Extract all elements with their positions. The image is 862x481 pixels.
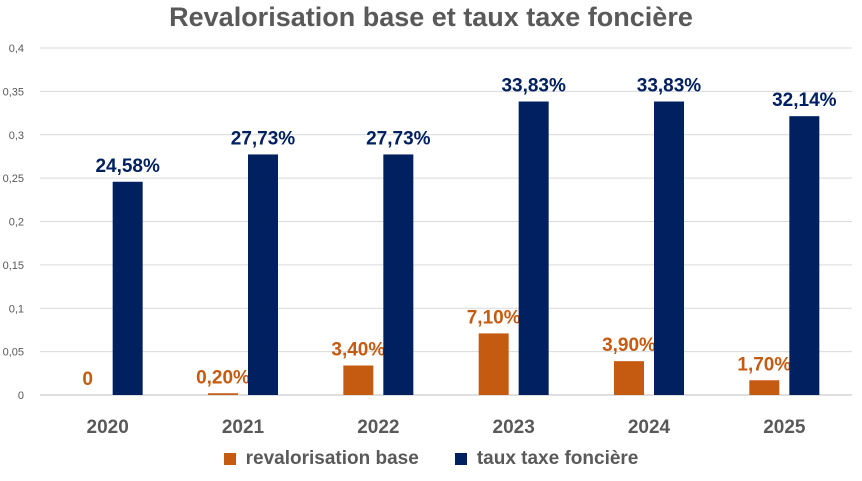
bar-taux xyxy=(383,154,414,395)
x-tick-label: 2021 xyxy=(222,417,265,438)
data-label-revalorisation: 3,90% xyxy=(602,335,656,356)
data-label-taux: 27,73% xyxy=(366,128,431,149)
x-tick-label: 2022 xyxy=(357,417,399,438)
x-tick-label: 2023 xyxy=(493,417,535,438)
y-tick-label: 0,4 xyxy=(9,43,24,55)
x-tick-label: 2020 xyxy=(87,417,129,438)
legend-label-revalorisation: revalorisation base xyxy=(245,448,419,469)
y-tick-label: 0,25 xyxy=(3,173,24,185)
bar-revalorisation xyxy=(614,361,644,395)
bar-taux xyxy=(248,154,278,395)
y-tick-label: 0,05 xyxy=(3,347,24,359)
y-tick-label: 0,15 xyxy=(3,260,24,272)
data-label-revalorisation: 3,40% xyxy=(331,340,385,361)
bar-revalorisation xyxy=(343,365,374,395)
legend-swatch-revalorisation xyxy=(223,453,236,465)
y-tick-label: 0,2 xyxy=(9,217,24,229)
data-label-taux: 33,83% xyxy=(501,76,566,97)
data-label-revalorisation: 1,70% xyxy=(737,354,791,375)
bar-taux xyxy=(654,101,684,395)
data-label-taux: 32,14% xyxy=(772,90,837,111)
data-label-taux: 33,83% xyxy=(637,76,702,97)
chart-title: Revalorisation base et taux taxe foncièr… xyxy=(169,2,693,32)
bar-taux xyxy=(789,116,820,396)
legend-swatch-taux xyxy=(454,453,467,465)
legend-item-revalorisation: revalorisation base xyxy=(223,448,419,470)
data-label-revalorisation: 0 xyxy=(82,369,93,390)
data-label-taux: 27,73% xyxy=(231,128,296,149)
x-tick-label: 2025 xyxy=(763,417,806,438)
y-tick-label: 0 xyxy=(18,390,24,402)
y-tick-label: 0,3 xyxy=(9,130,24,142)
legend-item-taux: taux taxe foncière xyxy=(454,448,639,470)
legend-label-taux: taux taxe foncière xyxy=(476,448,639,469)
data-label-taux: 24,58% xyxy=(95,156,160,177)
y-tick-label: 0,1 xyxy=(9,303,24,315)
data-label-revalorisation: 7,10% xyxy=(467,307,521,328)
bar-revalorisation xyxy=(478,333,509,395)
x-tick-label: 2024 xyxy=(628,417,671,438)
bar-revalorisation xyxy=(208,393,238,395)
bar-revalorisation xyxy=(749,380,780,395)
bar-taux xyxy=(518,101,549,395)
bar-taux xyxy=(112,181,143,395)
y-tick-label: 0,35 xyxy=(3,86,24,98)
data-label-revalorisation: 0,20% xyxy=(196,367,250,388)
legend: revalorisation base taux taxe foncière xyxy=(0,448,862,470)
